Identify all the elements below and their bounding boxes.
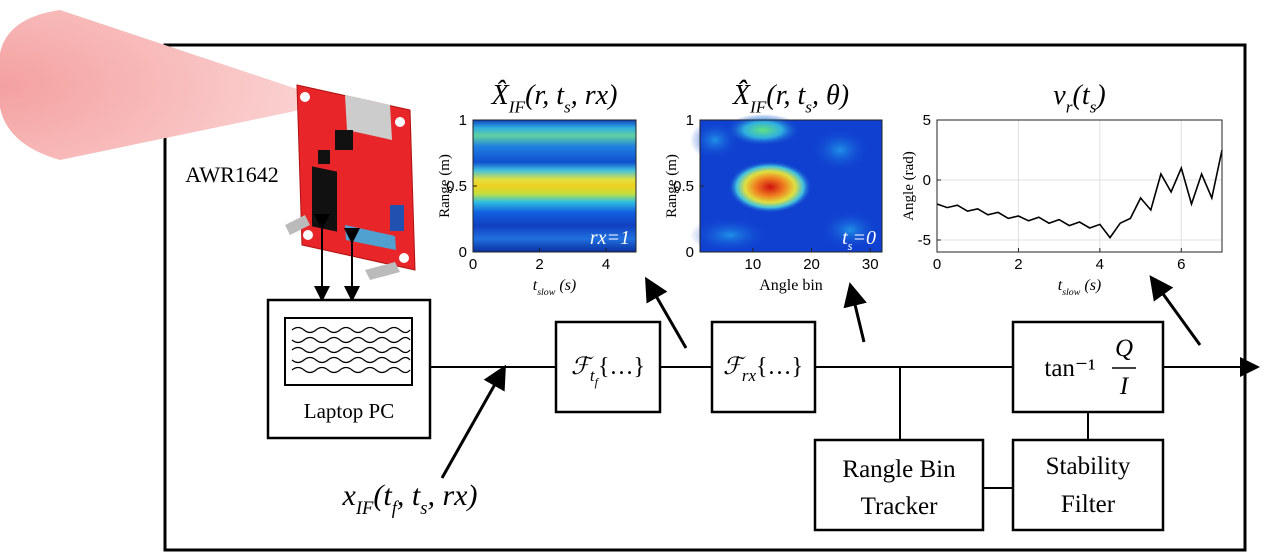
laptop-label: Laptop PC <box>304 399 394 423</box>
x-tick-label: 2 <box>1014 256 1022 273</box>
x-axis-label: Angle bin <box>759 277 823 294</box>
tracker-line: Rangle Bin <box>842 456 956 483</box>
text-part: (t <box>373 479 392 512</box>
text-part: , rx) <box>571 80 618 111</box>
signal-label: xIF(tf, ts, rx) <box>342 479 478 519</box>
subscript: IF <box>508 97 526 116</box>
plot-title: vr(ts) <box>1053 80 1105 116</box>
text-part: , θ) <box>812 80 849 111</box>
x-tick-label: 20 <box>803 256 820 273</box>
sub: rx <box>742 366 757 385</box>
y-axis-label: Range (m) <box>664 154 680 218</box>
x-tick-label: 6 <box>1177 256 1185 273</box>
pointer-arrow <box>442 370 503 478</box>
pointer-arrow <box>851 288 864 342</box>
text-part: =0 <box>853 227 877 249</box>
phase-num: Q <box>1115 335 1133 362</box>
subscript: IF <box>355 498 374 519</box>
data-line <box>937 150 1222 238</box>
text-part: (r, t <box>525 80 565 111</box>
y-tick-label: -5 <box>918 232 931 249</box>
text-part: Angle bin <box>759 277 823 294</box>
text-part: rx=1 <box>590 227 630 249</box>
y-tick-label: 0 <box>923 172 931 189</box>
x-axis-label: tslow (s) <box>533 277 577 298</box>
y-tick-label: 1 <box>459 112 467 129</box>
x-tick-label: 0 <box>469 256 477 273</box>
subscript: slow <box>537 287 556 298</box>
radar-beam <box>0 10 300 160</box>
subscript: s <box>420 498 427 519</box>
phase-func: tan⁻¹ <box>1044 355 1095 382</box>
y-tick-label: 5 <box>923 112 931 129</box>
y-axis-label: Angle (rad) <box>901 151 917 221</box>
plot-title: X̂̂IF(r, ts, θ) <box>732 80 849 116</box>
radar-board <box>285 85 415 280</box>
plot-annotation: rx=1 <box>590 227 630 249</box>
subscript: slow <box>1062 287 1081 298</box>
y-axis-label: Range (m) <box>437 154 453 218</box>
text-part: v <box>1053 80 1066 111</box>
stability-line: Stability <box>1046 453 1131 480</box>
y-tick-label: 0 <box>459 244 467 261</box>
x-tick-label: 0 <box>933 256 941 273</box>
stability-line: Filter <box>1061 491 1116 518</box>
plot-title: X̂IF(r, ts, rx) <box>491 80 618 116</box>
text-part: (s) <box>555 277 576 294</box>
subscript: IF <box>749 97 767 116</box>
text-part: , rx) <box>428 479 478 512</box>
text-part: (s) <box>1080 277 1101 294</box>
plot-frame <box>937 120 1222 252</box>
arg: {…} <box>756 354 803 380</box>
y-tick-label: 1 <box>686 112 694 129</box>
text-part: X̂̂ <box>732 80 751 111</box>
text-part: ) <box>1094 80 1105 111</box>
x-tick-label: 4 <box>1096 256 1104 273</box>
text-part: , t <box>397 479 421 512</box>
x-axis-label: tslow (s) <box>1058 277 1102 298</box>
device-label: AWR1642 <box>185 162 279 187</box>
x-tick-label: 4 <box>602 256 610 273</box>
x-tick-label: 30 <box>862 256 879 273</box>
x-tick-label: 2 <box>535 256 543 273</box>
y-tick-label: 0 <box>686 244 694 261</box>
text-part: X̂ <box>491 80 510 111</box>
text-part: (r, t <box>766 80 806 111</box>
tracker-line: Tracker <box>861 493 939 520</box>
x-tick-label: 10 <box>744 256 761 273</box>
text-part: (t <box>1073 80 1091 111</box>
text-part: x <box>342 479 357 512</box>
diagram: AWR1642 Laptop PC ℱtf{…} ℱrx{…} tan⁻¹ Q … <box>0 0 1264 560</box>
arg: {…} <box>598 354 645 380</box>
